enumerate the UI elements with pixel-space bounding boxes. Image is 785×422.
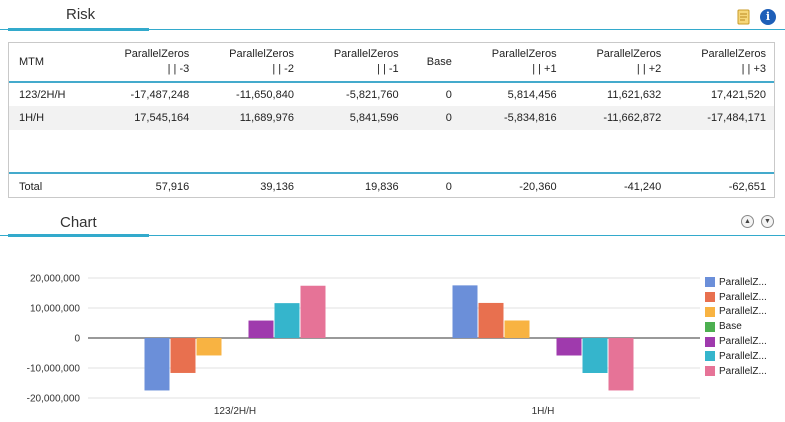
bar xyxy=(144,338,170,391)
total-cell: 0 xyxy=(445,180,452,193)
y-tick-label: -20,000,000 xyxy=(27,394,81,405)
total-cell: -62,651 xyxy=(728,180,766,193)
info-icon[interactable]: i xyxy=(760,9,776,25)
total-row: Total 57,916 39,136 19,836 0 -20,360 -41… xyxy=(9,173,774,199)
total-cell: -20,360 xyxy=(519,180,557,193)
bar xyxy=(556,338,582,356)
bar xyxy=(196,338,222,356)
table-cell: 5,814,456 xyxy=(507,88,557,101)
total-cell: 19,836 xyxy=(365,180,399,193)
legend-swatch xyxy=(705,292,715,303)
column-header[interactable]: ParallelZeros | | +3 xyxy=(701,48,766,75)
legend-swatch xyxy=(705,277,715,288)
chart-section-header: Chart xyxy=(0,206,785,237)
legend-item[interactable]: ParallelZ... xyxy=(705,290,767,305)
column-header[interactable]: Base xyxy=(426,55,452,68)
legend-item[interactable]: ParallelZ... xyxy=(705,275,767,290)
legend-item[interactable]: ParallelZ... xyxy=(705,334,767,349)
y-tick-label: -10,000,000 xyxy=(27,364,81,375)
table-cell: 11,621,632 xyxy=(607,88,662,101)
legend-item[interactable]: ParallelZ... xyxy=(705,364,767,379)
note-icon[interactable] xyxy=(736,9,752,25)
y-tick-label: 10,000,000 xyxy=(30,304,80,315)
bar xyxy=(170,338,196,373)
row-name: 1H/H xyxy=(19,112,45,124)
bar xyxy=(248,320,274,338)
bar xyxy=(504,320,530,338)
legend-item[interactable]: ParallelZ... xyxy=(705,349,767,364)
column-header[interactable]: ParallelZeros | | -3 xyxy=(124,48,190,75)
row-name: 123/2H/H xyxy=(19,88,66,101)
legend-swatch xyxy=(705,351,715,362)
risk-title: Risk xyxy=(66,6,96,23)
bar xyxy=(608,338,634,391)
risk-table: MTM ParallelZeros | | -3 ParallelZeros | |… xyxy=(8,42,775,198)
chart-divider xyxy=(0,235,785,236)
table-cell: 17,545,164 xyxy=(134,112,190,124)
bar xyxy=(274,303,300,338)
legend-swatch xyxy=(705,306,715,317)
legend-item[interactable]: Base xyxy=(705,319,767,334)
chart-title: Chart xyxy=(60,214,97,231)
bar xyxy=(582,338,608,373)
legend-label: ParallelZ... xyxy=(719,350,767,362)
expand-down-icon[interactable]: ▼ xyxy=(761,215,774,228)
legend-swatch xyxy=(705,366,715,377)
chart-legend: ParallelZ... ParallelZ... ParallelZ... Base… xyxy=(705,275,767,379)
bar xyxy=(452,285,478,338)
table-cell: -5,821,760 xyxy=(346,88,399,101)
table-cell: -11,650,840 xyxy=(236,88,294,101)
total-cell: 39,136 xyxy=(260,180,294,193)
column-header[interactable]: ParallelZeros | | -2 xyxy=(229,48,294,75)
table-header-row: MTM ParallelZeros | | -3 ParallelZeros | |… xyxy=(9,43,774,82)
table-cell: -5,834,816 xyxy=(503,112,557,124)
table-cell: 5,841,596 xyxy=(349,112,399,124)
legend-label: ParallelZ... xyxy=(719,336,767,348)
collapse-up-icon[interactable]: ▲ xyxy=(741,215,754,228)
table-cell: 17,421,520 xyxy=(710,88,766,101)
column-header[interactable]: ParallelZeros | | +1 xyxy=(491,48,557,75)
bar-chart: 20,000,000 10,000,000 0 -10,000,000 -20,000,… xyxy=(27,274,700,417)
table-row[interactable]: 1H/H 17,545,164 11,689,976 5,841,596 0 -… xyxy=(9,106,774,130)
legend-label: ParallelZ... xyxy=(719,276,767,288)
total-cell: -41,240 xyxy=(623,180,662,193)
risk-section-header: Risk xyxy=(0,0,785,31)
table-row[interactable]: 123/2H/H -17,487,248 -11,650,840 -5,821,… xyxy=(9,82,774,106)
legend-label: ParallelZ... xyxy=(719,291,767,303)
table-cell: -11,662,872 xyxy=(603,112,662,124)
legend-swatch xyxy=(705,321,715,332)
column-header[interactable]: MTM xyxy=(19,55,45,68)
total-label: Total xyxy=(19,180,43,193)
legend-label: ParallelZ... xyxy=(719,306,767,318)
x-tick-label: 1H/H xyxy=(532,406,555,417)
y-tick-label: 0 xyxy=(74,334,80,345)
table-cell: 11,689,976 xyxy=(239,112,294,124)
table-cell: 0 xyxy=(445,88,452,101)
risk-divider xyxy=(0,29,785,30)
legend-swatch xyxy=(705,336,715,347)
legend-item[interactable]: ParallelZ... xyxy=(705,305,767,320)
table-cell: -17,487,248 xyxy=(130,88,190,101)
column-header[interactable]: ParallelZeros | | +2 xyxy=(596,48,662,75)
x-tick-label: 123/2H/H xyxy=(214,406,256,417)
legend-label: ParallelZ... xyxy=(719,365,767,377)
bar xyxy=(478,302,504,338)
table-cell: 0 xyxy=(445,112,452,124)
empty-row xyxy=(9,130,774,173)
y-tick-label: 20,000,000 xyxy=(30,274,80,285)
table-cell: -17,484,171 xyxy=(707,112,766,124)
bar xyxy=(300,285,326,338)
legend-label: Base xyxy=(719,321,742,333)
total-cell: 57,916 xyxy=(155,180,190,193)
column-header[interactable]: ParallelZeros | | -1 xyxy=(333,48,399,75)
